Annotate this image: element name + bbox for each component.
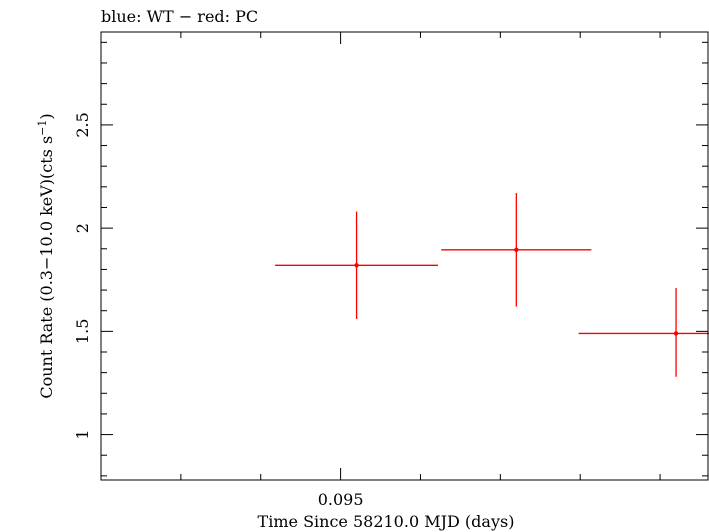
point-marker	[673, 331, 679, 336]
x-tick-label: 0.095	[318, 490, 364, 509]
y-axis-label-close: )	[37, 113, 56, 119]
tick-marks	[100, 32, 708, 480]
y-axis-label-main: Count Rate (0.3−10.0 keV)(cts s	[37, 136, 56, 399]
data-point	[275, 211, 439, 319]
data-points	[275, 193, 709, 377]
point-marker	[354, 263, 359, 268]
tick-labels: 0.0950.10.10511.522.5	[73, 112, 364, 509]
y-axis-label: Count Rate (0.3−10.0 keV)(cts s−1)	[36, 113, 56, 398]
y-tick-label: 1.5	[73, 319, 92, 344]
point-marker	[514, 247, 519, 253]
y-tick-label: 1	[73, 429, 92, 439]
data-point	[441, 193, 592, 307]
chart-title: blue: WT − red: PC	[101, 7, 258, 26]
y-axis-label-sup: −1	[36, 120, 49, 136]
y-tick-label: 2	[73, 223, 92, 233]
plot-frame	[100, 31, 709, 481]
y-tick-label: 2.5	[73, 112, 92, 137]
x-axis-label: Time Since 58210.0 MJD (days)	[258, 512, 515, 531]
data-point	[578, 288, 709, 377]
